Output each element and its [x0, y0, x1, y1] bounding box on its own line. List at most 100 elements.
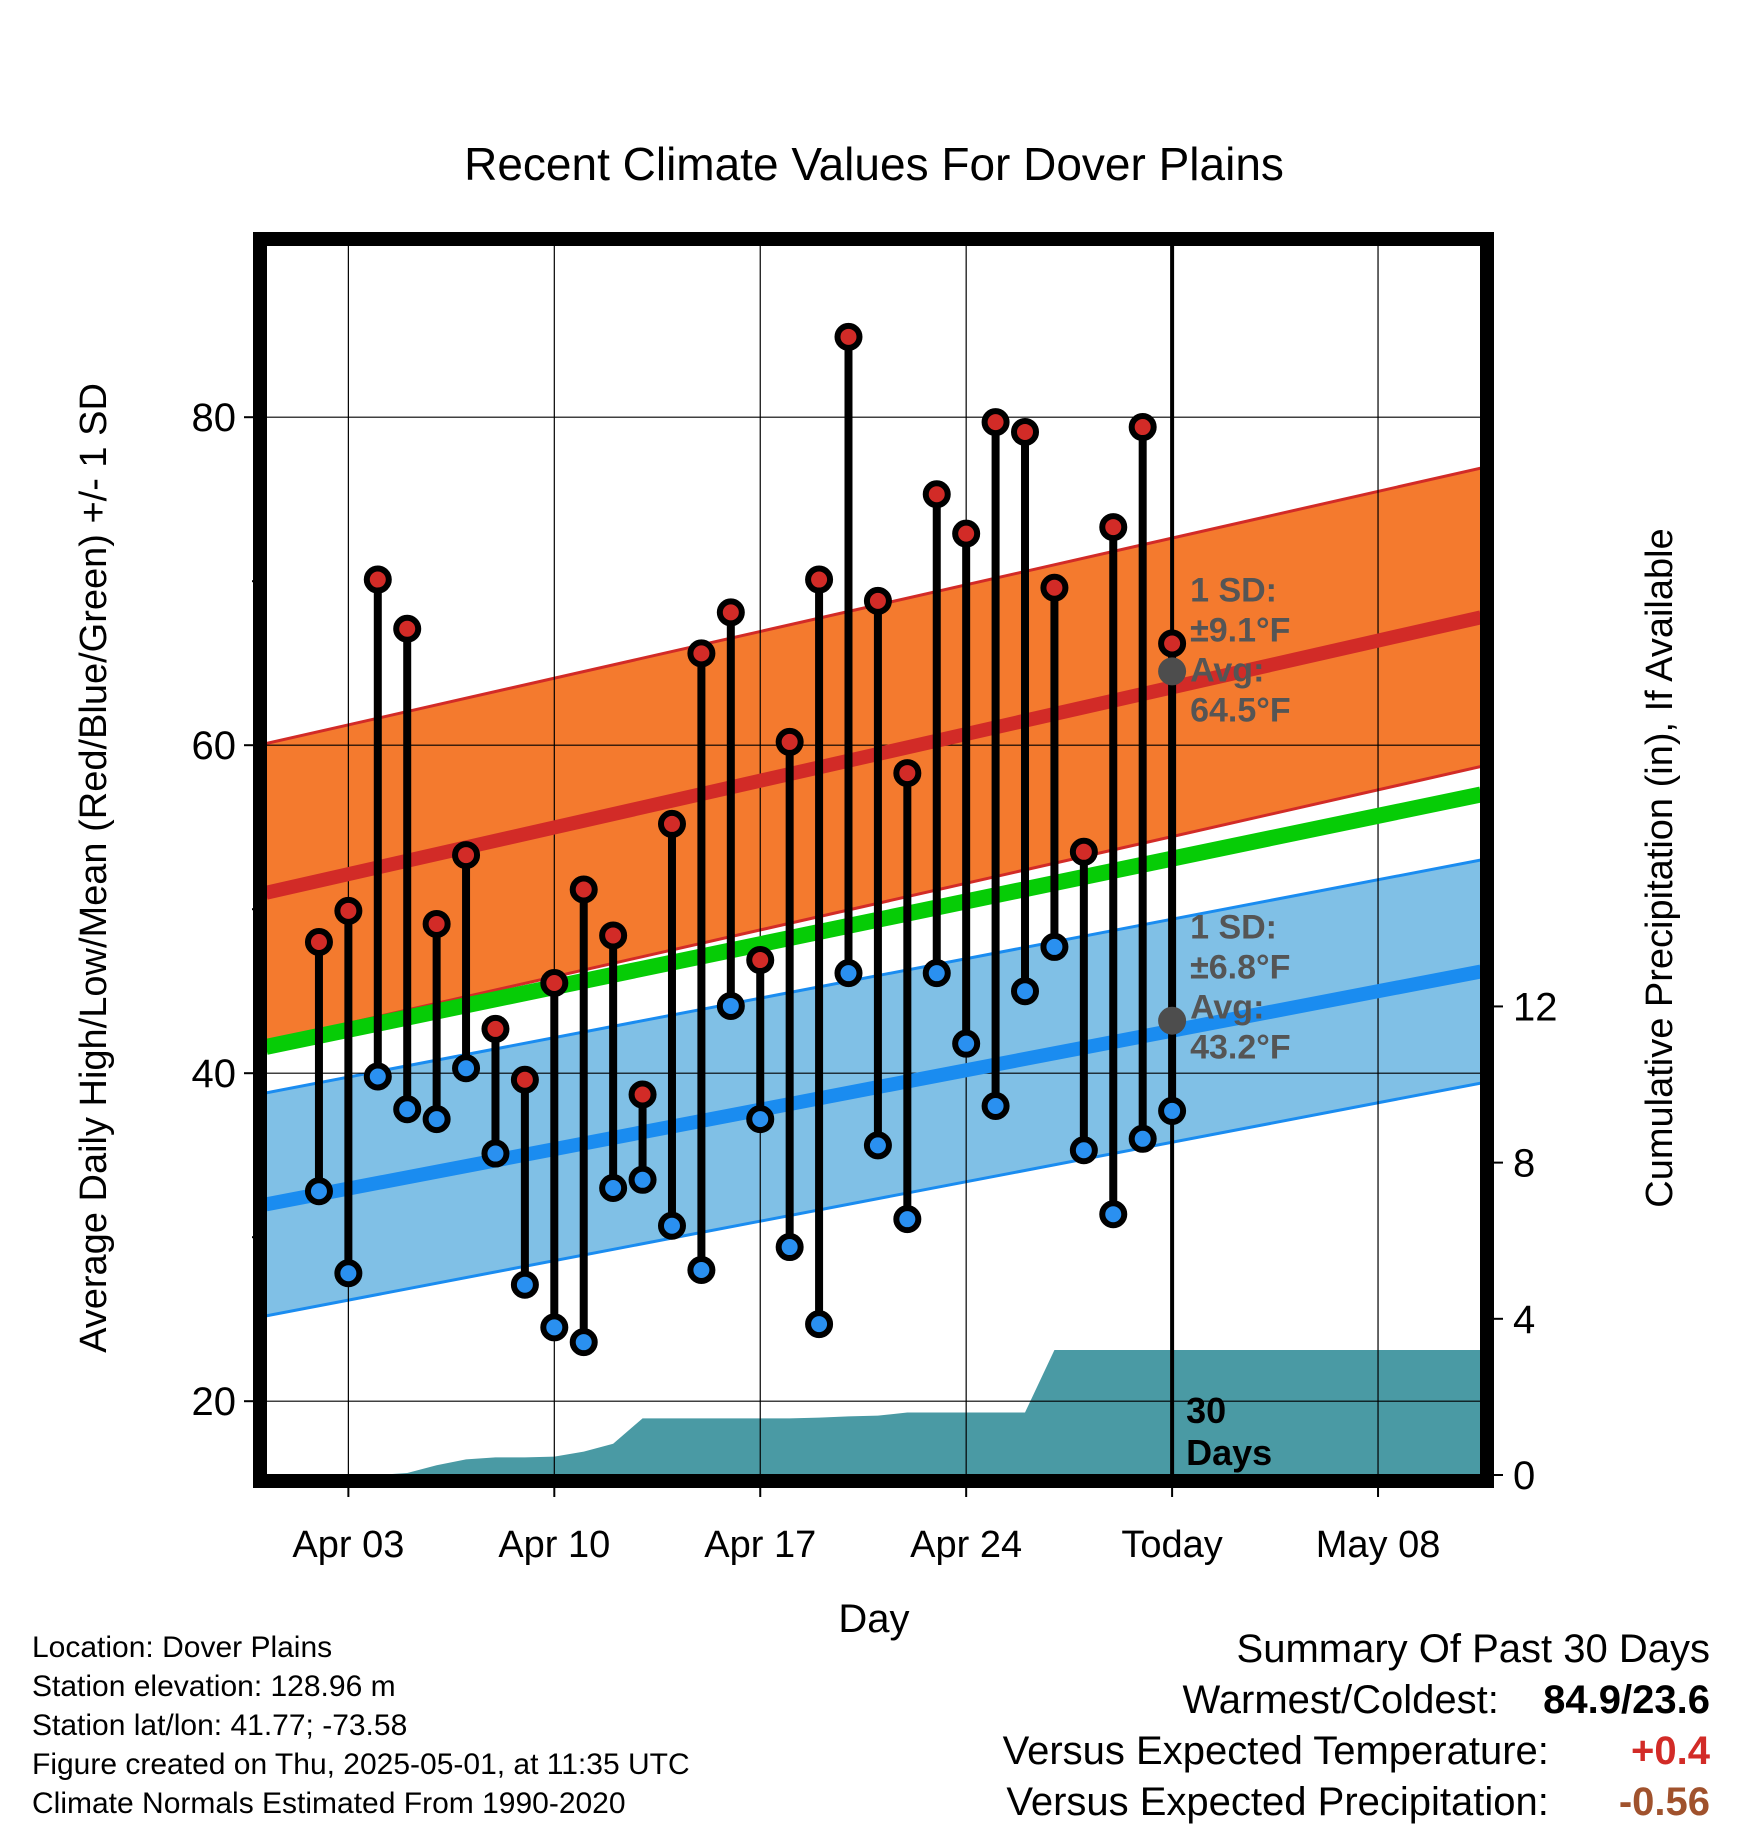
summary-panel: Summary Of Past 30 Days Warmest/Coldest:…: [1003, 1624, 1710, 1828]
daily-low-point: [657, 1211, 686, 1240]
precip-anomaly-row: Versus Expected Precipitation: -0.56: [1003, 1777, 1710, 1828]
daily-high-point: [540, 969, 569, 997]
low-annotation-line: ±6.8°F: [1190, 949, 1290, 987]
y-axis-label: Average Daily High/Low/Mean (Red/Blue/Gr…: [73, 383, 115, 1353]
warmest-coldest-label: Warmest/Coldest:: [1182, 1678, 1499, 1722]
daily-high-point: [1128, 413, 1157, 442]
y-tick-label: 80: [192, 396, 237, 440]
daily-high-point: [746, 946, 775, 975]
station-latlon: Station lat/lon: 41.77; -73.58: [32, 1709, 408, 1742]
station-elevation: Station elevation: 128.96 m: [32, 1670, 396, 1703]
daily-low-point: [1128, 1124, 1157, 1153]
daily-high-point: [1069, 837, 1098, 866]
precip-area: [318, 1350, 1481, 1475]
daily-high-point: [716, 598, 745, 627]
high-annotation-line: 1 SD:: [1190, 571, 1277, 609]
daily-high-point: [952, 519, 981, 548]
figure-created: Figure created on Thu, 2025-05-01, at 11…: [32, 1748, 690, 1781]
y2-tick-label: 0: [1513, 1454, 1535, 1498]
daily-low-point: [628, 1165, 657, 1194]
daily-high-point: [481, 1014, 510, 1043]
daily-high-point: [922, 480, 951, 509]
daily-high-point: [981, 408, 1010, 437]
precip-anomaly-value: -0.56: [1618, 1780, 1710, 1824]
climate-normals-period: Climate Normals Estimated From 1990-2020: [32, 1787, 626, 1820]
today-days-annotation: Days: [1186, 1432, 1272, 1473]
y2-tick-label: 4: [1513, 1298, 1535, 1342]
summary-title: Summary Of Past 30 Days: [1236, 1627, 1710, 1671]
daily-high-point: [510, 1065, 539, 1094]
x-tick-label: Apr 17: [704, 1524, 816, 1566]
daily-low-point: [1158, 1096, 1187, 1125]
plot-area: [266, 245, 1481, 1475]
daily-high-point: [393, 614, 422, 643]
today-days-annotation: 30: [1186, 1390, 1226, 1431]
daily-low-point: [922, 959, 951, 988]
daily-low-point: [834, 959, 863, 988]
daily-low-point: [422, 1105, 451, 1134]
daily-high-point: [1099, 513, 1128, 542]
y-tick-label: 40: [192, 1052, 237, 1096]
x-tick-label: Today: [1121, 1524, 1222, 1566]
low-annotation-line: 43.2°F: [1190, 1029, 1291, 1067]
normal-low-band-lower: [266, 1081, 1481, 1318]
daily-high-point: [1011, 417, 1040, 446]
daily-low-point: [1069, 1136, 1098, 1165]
daily-low-point: [775, 1233, 804, 1262]
daily-high-point: [775, 727, 804, 756]
daily-high-point: [1158, 629, 1187, 658]
daily-high-point: [863, 586, 892, 615]
temp-anomaly-value: +0.4: [1631, 1729, 1710, 1773]
daily-low-point: [599, 1174, 628, 1202]
x-tick-label: Apr 03: [292, 1524, 404, 1566]
daily-low-point: [481, 1139, 510, 1168]
plot-frame: [253, 232, 1494, 1488]
warmest-coldest-row: Warmest/Coldest: 84.9/23.6: [1003, 1675, 1711, 1726]
daily-low-point: [363, 1062, 392, 1091]
today-high-avg-point: [1158, 657, 1187, 686]
temp-anomaly-row: Versus Expected Temperature: +0.4: [1003, 1726, 1710, 1777]
daily-high-point: [569, 875, 598, 904]
daily-high-point: [893, 759, 922, 788]
daily-high-point: [363, 565, 392, 594]
daily-low-point: [1040, 932, 1069, 961]
y2-tick-label: 8: [1513, 1142, 1535, 1186]
daily-high-point: [304, 928, 333, 956]
low-annotation-line: Avg:: [1190, 989, 1264, 1027]
daily-low-point: [981, 1092, 1010, 1120]
daily-high-point: [1040, 573, 1069, 602]
daily-low-point: [746, 1105, 775, 1134]
x-tick-label: May 08: [1316, 1524, 1441, 1566]
daily-low-point: [569, 1328, 598, 1357]
y-tick-label: 60: [192, 724, 237, 768]
daily-low-point: [893, 1205, 922, 1234]
daily-high-point: [687, 639, 716, 668]
chart-title: Recent Climate Values For Dover Plains: [464, 138, 1284, 190]
station-info: Location: Dover Plains Station elevation…: [32, 1628, 690, 1823]
today-low-avg-point: [1158, 1006, 1187, 1035]
precip-anomaly-label: Versus Expected Precipitation:: [1006, 1780, 1549, 1824]
daily-high-point: [422, 909, 451, 938]
daily-low-point: [805, 1310, 834, 1339]
temp-anomaly-label: Versus Expected Temperature:: [1002, 1729, 1549, 1773]
daily-high-point: [834, 322, 863, 351]
daily-low-point: [952, 1029, 981, 1058]
daily-low-point: [1011, 977, 1040, 1006]
daily-low-point: [1099, 1200, 1128, 1229]
y2-tick-label: 12: [1513, 985, 1558, 1029]
daily-low-point: [687, 1256, 716, 1284]
daily-low-point: [540, 1313, 569, 1342]
y2-axis-label: Cumulative Precipitation (in), If Availa…: [1639, 528, 1681, 1207]
daily-high-point: [599, 921, 628, 950]
normal-low-line: [266, 964, 1481, 1212]
daily-high-point: [657, 809, 686, 838]
x-axis-label: Day: [838, 1597, 909, 1641]
daily-high-point: [805, 565, 834, 594]
daily-low-point: [393, 1095, 422, 1124]
daily-low-point: [863, 1131, 892, 1160]
daily-high-point: [334, 896, 363, 925]
x-tick-label: Apr 10: [498, 1524, 610, 1566]
high-annotation-line: 64.5°F: [1190, 691, 1291, 729]
high-annotation-line: Avg:: [1190, 651, 1264, 689]
